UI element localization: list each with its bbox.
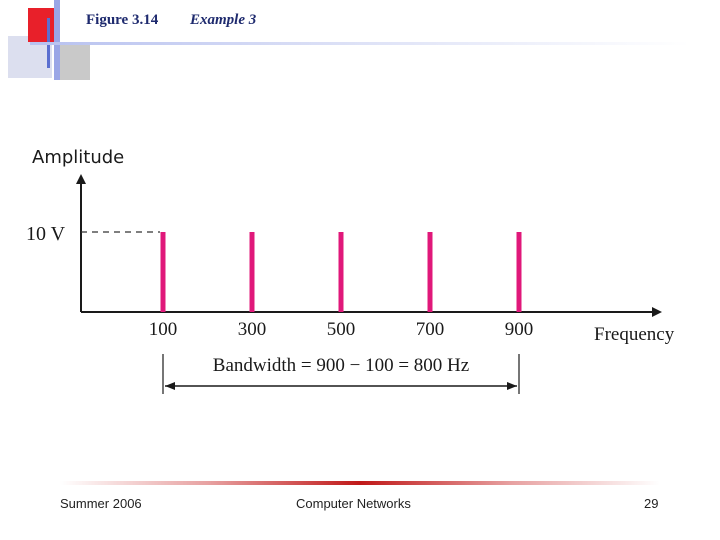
bars-group — [160, 232, 522, 312]
figure-title: Example 3 — [190, 12, 257, 28]
y-axis-label: Amplitude — [32, 147, 124, 168]
x-tick-label: 300 — [238, 319, 267, 340]
decorative-bar-blue — [54, 0, 60, 80]
bandwidth-arrow-left — [165, 382, 175, 390]
footer-course: Computer Networks — [296, 496, 411, 511]
bandwidth-arrow-right — [507, 382, 517, 390]
figure-label: Figure 3.14 — [86, 12, 159, 28]
x-axis-label: Frequency — [594, 324, 675, 345]
footer-rule — [60, 481, 660, 485]
x-tick-label: 700 — [416, 319, 445, 340]
axes-group — [76, 174, 662, 394]
labels-group: Amplitude Frequency 10 V 100 300 500 700 900 Ban… — [26, 147, 675, 376]
amplitude-reference-label: 10 V — [26, 223, 66, 245]
bandwidth-label: Bandwidth = 900 − 100 = 800 Hz — [213, 355, 469, 376]
x-tick-label: 100 — [149, 319, 178, 340]
x-tick-label: 500 — [327, 319, 356, 340]
page-number: 29 — [644, 496, 659, 511]
footer-date: Summer 2006 — [60, 496, 142, 511]
decorative-square-gray-2 — [60, 44, 90, 80]
title-rule — [30, 42, 690, 45]
x-tick-label: 900 — [505, 319, 534, 340]
